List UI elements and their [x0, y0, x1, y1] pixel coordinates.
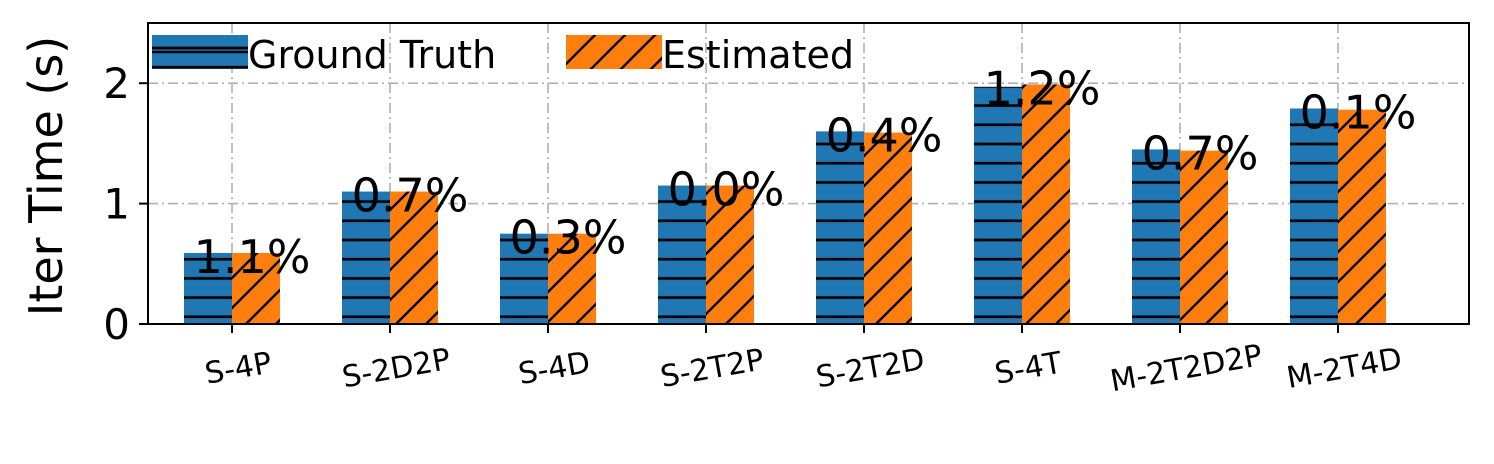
y-axis: 0 1 2: [103, 59, 148, 349]
bar-estimated: [548, 233, 596, 324]
data-label: 1.1%: [194, 230, 311, 284]
bar-ground-truth: [342, 191, 390, 324]
y-tick-label: 2: [103, 59, 130, 108]
x-tick-label: S-2T2P: [658, 342, 767, 395]
data-label: 0.1%: [1300, 85, 1417, 139]
x-tick-label: S-2T2D: [813, 342, 927, 395]
bar-ground-truth: [974, 86, 1022, 324]
bar-estimated: [706, 185, 754, 324]
x-tick-label: M-2T2D2P: [1108, 338, 1265, 399]
bar-estimated: [1022, 84, 1070, 324]
bar-estimated: [390, 191, 438, 324]
x-axis: S-4P S-2D2P S-4D S-2T2P S-2T2D S-4T M-2T2D2P M-…: [202, 324, 1405, 399]
data-label: 0.7%: [352, 169, 469, 223]
bar-ground-truth: [816, 131, 864, 324]
x-tick-label: S-4D: [516, 345, 593, 392]
data-label: 0.0%: [668, 163, 785, 217]
bars: [184, 84, 1386, 324]
x-tick-label: S-2D2P: [340, 342, 454, 395]
bar-ground-truth: [500, 233, 548, 324]
bar-estimated: [1180, 150, 1228, 324]
bar-ground-truth: [1132, 149, 1180, 324]
data-label: 0.4%: [826, 108, 943, 162]
x-tick-label: S-4T: [992, 345, 1065, 391]
legend: Ground Truth Estimated: [152, 33, 854, 77]
bar-estimated: [1338, 109, 1386, 324]
x-tick-label: S-4P: [202, 346, 274, 392]
x-tick-label: M-2T4D: [1284, 341, 1405, 396]
bar-estimated: [864, 132, 912, 324]
bar-ground-truth: [184, 252, 232, 324]
bar-estimated: [232, 252, 280, 324]
y-axis-title: Iter Time (s): [19, 36, 73, 317]
plot-frame: [147, 22, 1470, 325]
bar-ground-truth: [1290, 108, 1338, 324]
data-label: 1.2%: [984, 61, 1101, 115]
data-label: 0.7%: [1142, 126, 1259, 180]
legend-swatch-estimated: [566, 35, 662, 69]
y-tick-label: 0: [103, 300, 130, 349]
legend-label-ground-truth: Ground Truth: [248, 33, 496, 77]
legend-label-estimated: Estimated: [662, 33, 854, 77]
data-label: 0.3%: [510, 211, 627, 265]
y-tick-label: 1: [103, 180, 130, 229]
bar-ground-truth: [658, 185, 706, 324]
data-labels: 1.1% 0.7% 0.3% 0.0% 0.4% 1.2% 0.7% 0.1%: [194, 61, 1417, 284]
